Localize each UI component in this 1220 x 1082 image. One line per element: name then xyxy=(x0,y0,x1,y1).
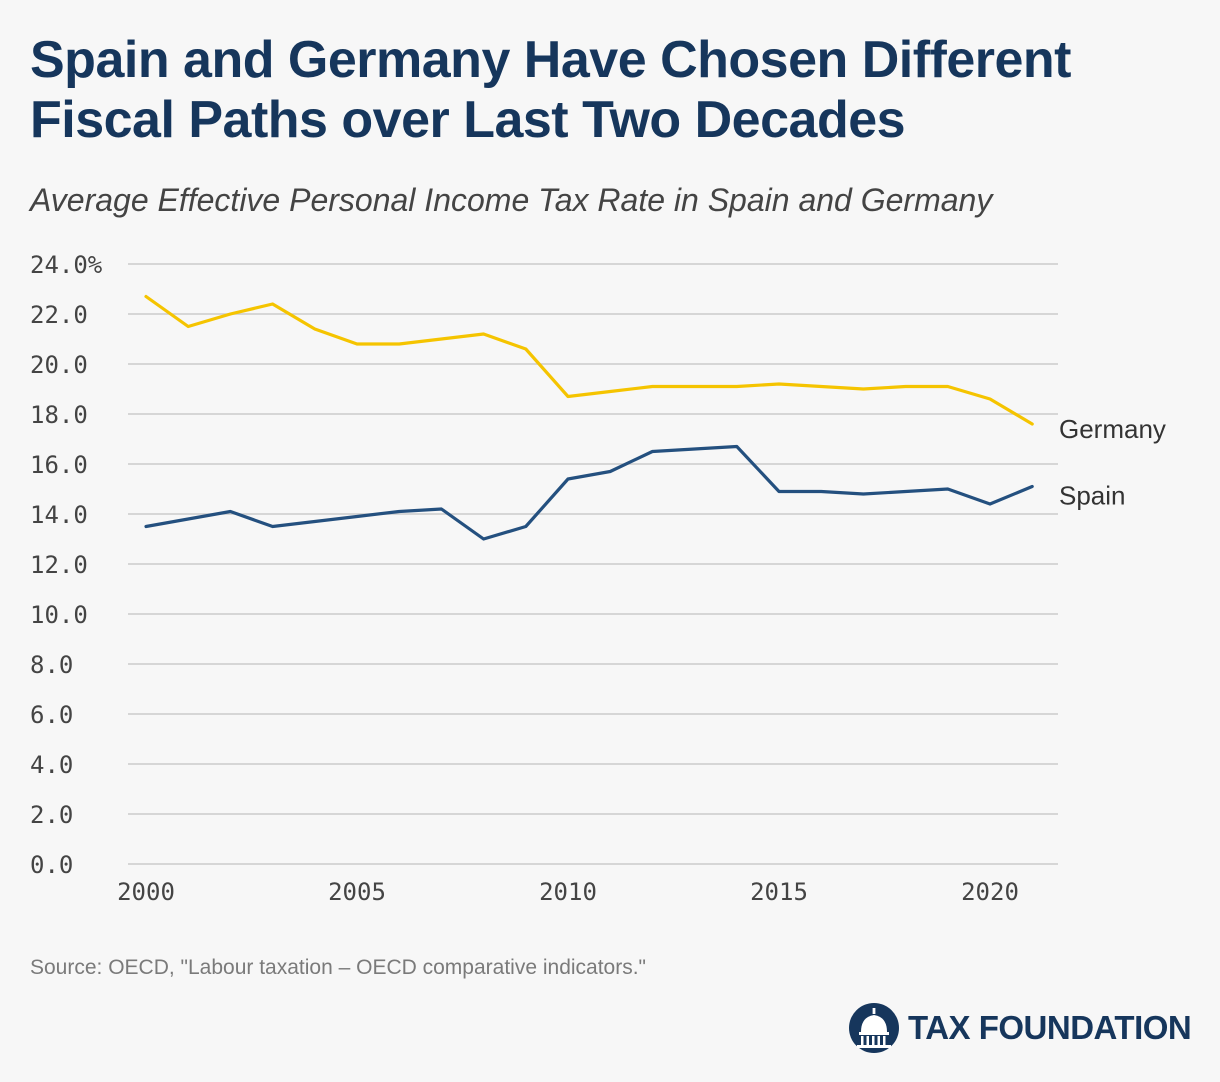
chart-subtitle: Average Effective Personal Income Tax Ra… xyxy=(30,182,993,218)
x-axis-ticks: 2000 2005 2010 2015 2020 xyxy=(117,878,1019,906)
y-tick-label: 10.0 xyxy=(30,601,88,629)
y-tick-label: 16.0 xyxy=(30,451,88,479)
y-tick-label: 12.0 xyxy=(30,551,88,579)
x-tick-label: 2005 xyxy=(328,878,386,906)
x-tick-label: 2000 xyxy=(117,878,175,906)
series-label-spain: Spain xyxy=(1059,481,1126,511)
capitol-dome-icon xyxy=(849,1003,899,1053)
series-line-spain xyxy=(144,444,1034,541)
line-chart: 0.0 2.0 4.0 6.0 8.0 10.0 12.0 14.0 16.0 18.0 20.0 2… xyxy=(30,251,1166,906)
y-tick-label: 8.0 xyxy=(30,651,73,679)
series-label-germany: Germany xyxy=(1059,414,1166,444)
y-tick-label: 6.0 xyxy=(30,701,73,729)
y-tick-label: 22.0 xyxy=(30,301,88,329)
x-tick-label: 2020 xyxy=(961,878,1019,906)
brand-name: TAX FOUNDATION xyxy=(908,1009,1192,1046)
series-lines xyxy=(144,294,1034,541)
x-tick-label: 2010 xyxy=(539,878,597,906)
x-tick-label: 2015 xyxy=(750,878,808,906)
source-note: Source: OECD, "Labour taxation – OECD co… xyxy=(30,956,647,979)
y-tick-label: 24.0% xyxy=(30,251,103,279)
series-line-germany xyxy=(144,294,1034,426)
y-tick-label: 2.0 xyxy=(30,801,73,829)
y-tick-label: 0.0 xyxy=(30,851,73,879)
tax-foundation-logo: TAX FOUNDATION xyxy=(848,1002,1192,1054)
chart-title: Spain and Germany Have Chosen Different … xyxy=(30,31,1072,149)
y-tick-label: 4.0 xyxy=(30,751,73,779)
y-tick-label: 20.0 xyxy=(30,351,88,379)
y-axis-ticks: 0.0 2.0 4.0 6.0 8.0 10.0 12.0 14.0 16.0 18.0 20.0 2… xyxy=(30,251,103,879)
y-tick-label: 18.0 xyxy=(30,401,88,429)
series-labels: Germany Spain xyxy=(1059,414,1166,511)
y-tick-label: 14.0 xyxy=(30,501,88,529)
gridlines xyxy=(128,263,1058,865)
